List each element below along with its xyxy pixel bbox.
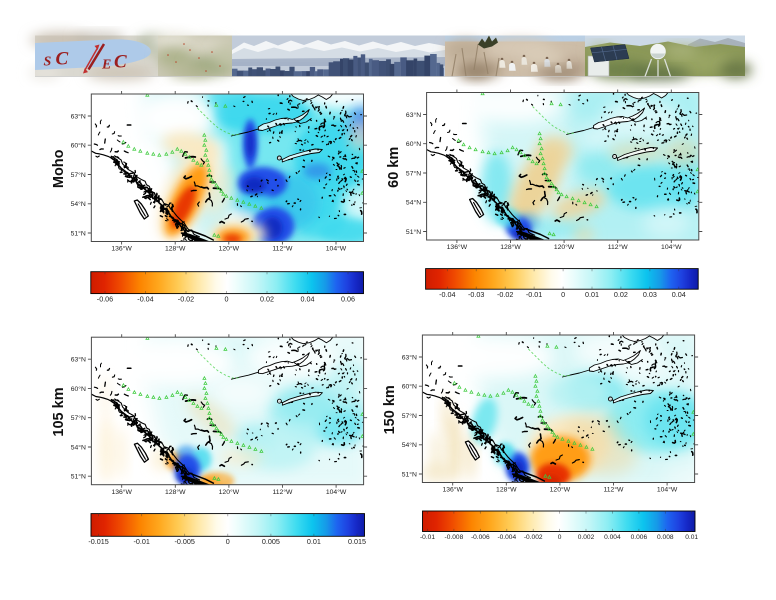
- svg-text:51°N: 51°N: [71, 473, 86, 481]
- svg-text:-0.02: -0.02: [497, 290, 513, 299]
- svg-text:128°W: 128°W: [500, 243, 521, 251]
- svg-text:57°N: 57°N: [71, 171, 86, 179]
- svg-text:0.01: 0.01: [307, 537, 321, 546]
- svg-text:63°N: 63°N: [71, 112, 86, 120]
- svg-text:60°N: 60°N: [71, 142, 86, 150]
- svg-text:-0.02: -0.02: [178, 294, 194, 303]
- svg-text:-0.008: -0.008: [445, 534, 464, 541]
- svg-text:0.002: 0.002: [578, 534, 595, 541]
- svg-text:128°W: 128°W: [496, 486, 517, 494]
- svg-text:0.006: 0.006: [631, 534, 648, 541]
- svg-text:128°W: 128°W: [165, 488, 186, 496]
- svg-text:60°N: 60°N: [406, 140, 421, 148]
- svg-text:0.04: 0.04: [301, 294, 315, 303]
- svg-text:51°N: 51°N: [402, 470, 417, 478]
- svg-text:-0.01: -0.01: [526, 290, 542, 299]
- svg-text:-0.06: -0.06: [97, 294, 113, 303]
- svg-text:60°N: 60°N: [402, 383, 417, 391]
- svg-text:104°W: 104°W: [326, 245, 347, 253]
- svg-text:60°N: 60°N: [71, 385, 86, 393]
- svg-text:136°W: 136°W: [442, 486, 463, 494]
- svg-text:-0.04: -0.04: [137, 294, 153, 303]
- svg-text:0.005: 0.005: [262, 537, 280, 546]
- svg-text:-0.006: -0.006: [471, 534, 490, 541]
- svg-text:0.01: 0.01: [585, 290, 599, 299]
- svg-text:C: C: [56, 49, 69, 70]
- svg-text:Moho: Moho: [51, 149, 67, 188]
- svg-text:54°N: 54°N: [402, 441, 417, 449]
- svg-text:0.008: 0.008: [657, 534, 674, 541]
- svg-text:63°N: 63°N: [71, 356, 86, 364]
- svg-text:150 km: 150 km: [382, 385, 398, 434]
- svg-text:57°N: 57°N: [71, 414, 86, 422]
- svg-text:S: S: [44, 55, 52, 70]
- svg-text:112°W: 112°W: [604, 486, 625, 494]
- svg-text:60 km: 60 km: [386, 147, 402, 188]
- svg-text:112°W: 112°W: [273, 488, 294, 496]
- svg-text:112°W: 112°W: [272, 245, 293, 253]
- svg-text:C: C: [114, 52, 127, 73]
- svg-text:112°W: 112°W: [608, 243, 629, 251]
- svg-text:128°W: 128°W: [165, 245, 186, 253]
- svg-text:0: 0: [226, 537, 230, 546]
- svg-text:0.015: 0.015: [348, 537, 366, 546]
- svg-text:-0.01: -0.01: [420, 534, 435, 541]
- svg-text:0.02: 0.02: [260, 294, 274, 303]
- svg-text:54°N: 54°N: [71, 443, 86, 451]
- svg-text:104°W: 104°W: [326, 488, 347, 496]
- svg-text:63°N: 63°N: [402, 353, 417, 361]
- svg-text:0.03: 0.03: [643, 290, 657, 299]
- svg-text:120°W: 120°W: [219, 245, 240, 253]
- svg-text:54°N: 54°N: [406, 199, 421, 207]
- svg-text:-0.04: -0.04: [439, 290, 455, 299]
- svg-text:-0.015: -0.015: [88, 537, 108, 546]
- svg-text:E: E: [101, 58, 111, 73]
- svg-text:51°N: 51°N: [71, 229, 86, 237]
- svg-text:104°W: 104°W: [657, 486, 678, 494]
- svg-text:120°W: 120°W: [554, 243, 575, 251]
- svg-text:0.02: 0.02: [614, 290, 628, 299]
- svg-text:-0.002: -0.002: [524, 534, 543, 541]
- svg-text:63°N: 63°N: [406, 111, 421, 119]
- svg-text:-0.004: -0.004: [497, 534, 516, 541]
- svg-text:0.004: 0.004: [604, 534, 621, 541]
- svg-text:0: 0: [558, 534, 562, 541]
- svg-text:136°W: 136°W: [111, 488, 132, 496]
- svg-text:136°W: 136°W: [447, 243, 468, 251]
- svg-text:-0.03: -0.03: [468, 290, 484, 299]
- svg-text:57°N: 57°N: [406, 169, 421, 177]
- svg-text:-0.01: -0.01: [134, 537, 150, 546]
- svg-text:0.04: 0.04: [672, 290, 686, 299]
- svg-text:54°N: 54°N: [71, 200, 86, 208]
- svg-text:120°W: 120°W: [219, 488, 240, 496]
- svg-text:0.06: 0.06: [341, 294, 355, 303]
- svg-text:105 km: 105 km: [51, 387, 67, 436]
- svg-text:57°N: 57°N: [402, 412, 417, 420]
- svg-text:120°W: 120°W: [550, 486, 571, 494]
- svg-text:0: 0: [225, 294, 229, 303]
- svg-text:0: 0: [561, 290, 565, 299]
- svg-text:104°W: 104°W: [661, 243, 682, 251]
- svg-text:-0.005: -0.005: [175, 537, 195, 546]
- svg-text:136°W: 136°W: [111, 245, 132, 253]
- svg-text:0.01: 0.01: [685, 534, 698, 541]
- svg-text:51°N: 51°N: [406, 228, 421, 236]
